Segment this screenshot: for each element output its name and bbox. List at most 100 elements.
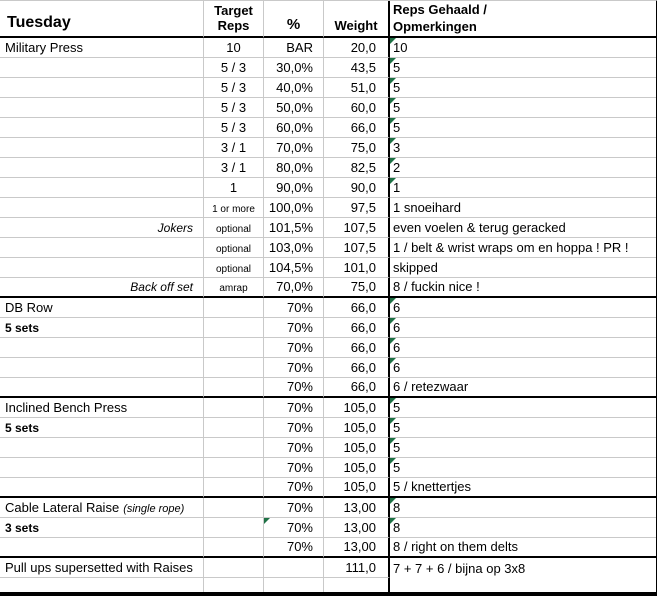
cell-reps-comments[interactable]: 5 / knettertjes xyxy=(390,478,656,498)
cell-weight[interactable]: 105,0 xyxy=(324,438,390,458)
cell-weight[interactable]: 97,5 xyxy=(324,198,390,218)
cell-percent[interactable]: 70% xyxy=(264,438,324,458)
cell-reps-comments[interactable]: 8 xyxy=(390,518,656,538)
header-percent-cell[interactable]: % xyxy=(264,1,324,38)
cell-target-reps[interactable]: optional xyxy=(204,218,264,238)
cell-exercise[interactable]: Back off set xyxy=(0,278,204,298)
cell-percent[interactable] xyxy=(264,558,324,578)
cell-percent[interactable]: 70% xyxy=(264,378,324,398)
cell-weight[interactable]: 13,00 xyxy=(324,498,390,518)
cell-target-reps[interactable]: amrap xyxy=(204,278,264,298)
cell-target-reps[interactable] xyxy=(204,558,264,578)
cell-target-reps[interactable]: 3 / 1 xyxy=(204,138,264,158)
cell-reps-comments[interactable]: skipped xyxy=(390,258,656,278)
cell-weight[interactable]: 107,5 xyxy=(324,238,390,258)
cell-percent[interactable]: 70% xyxy=(264,498,324,518)
cell-weight[interactable]: 107,5 xyxy=(324,218,390,238)
cell-percent[interactable]: 70% xyxy=(264,398,324,418)
cell-reps-comments[interactable]: 5 xyxy=(390,438,656,458)
cell-percent[interactable]: 70% xyxy=(264,318,324,338)
cell-exercise[interactable] xyxy=(0,358,204,378)
cell-exercise[interactable]: Inclined Bench Press xyxy=(0,398,204,418)
header-target-reps-cell[interactable]: Target Reps xyxy=(204,1,264,38)
header-weight-cell[interactable]: Weight xyxy=(324,1,390,38)
cell-reps-comments[interactable]: 1 / belt & wrist wraps om en hoppa ! PR … xyxy=(390,238,656,258)
cell-weight[interactable]: 101,0 xyxy=(324,258,390,278)
cell-target-reps[interactable] xyxy=(204,438,264,458)
cell-percent[interactable]: 40,0% xyxy=(264,78,324,98)
cell-exercise[interactable] xyxy=(0,118,204,138)
cell-weight[interactable]: 66,0 xyxy=(324,118,390,138)
cell-target-reps[interactable] xyxy=(204,538,264,558)
cell-percent[interactable]: 60,0% xyxy=(264,118,324,138)
cell-reps-comments[interactable]: 5 xyxy=(390,418,656,438)
cell-exercise[interactable] xyxy=(0,438,204,458)
cell-reps-comments[interactable]: 5 xyxy=(390,398,656,418)
cell-percent[interactable]: 90,0% xyxy=(264,178,324,198)
cell-percent[interactable] xyxy=(264,578,324,592)
cell-target-reps[interactable]: 5 / 3 xyxy=(204,58,264,78)
cell-exercise[interactable] xyxy=(0,538,204,558)
cell-exercise[interactable] xyxy=(0,378,204,398)
cell-weight[interactable]: 66,0 xyxy=(324,338,390,358)
cell-percent[interactable]: 70,0% xyxy=(264,278,324,298)
cell-reps-comments[interactable]: 8 xyxy=(390,498,656,518)
cell-reps-comments[interactable]: 5 xyxy=(390,98,656,118)
cell-target-reps[interactable]: 10 xyxy=(204,38,264,58)
cell-target-reps[interactable] xyxy=(204,378,264,398)
cell-exercise[interactable] xyxy=(0,478,204,498)
cell-target-reps[interactable] xyxy=(204,298,264,318)
cell-exercise[interactable] xyxy=(0,58,204,78)
cell-target-reps[interactable]: 1 xyxy=(204,178,264,198)
cell-weight[interactable]: 66,0 xyxy=(324,318,390,338)
cell-target-reps[interactable]: optional xyxy=(204,258,264,278)
cell-reps-comments[interactable]: 5 xyxy=(390,118,656,138)
cell-reps-comments[interactable]: 6 xyxy=(390,358,656,378)
cell-weight[interactable]: 105,0 xyxy=(324,418,390,438)
cell-weight[interactable]: 60,0 xyxy=(324,98,390,118)
cell-weight[interactable]: 90,0 xyxy=(324,178,390,198)
cell-percent[interactable]: 70% xyxy=(264,358,324,378)
cell-exercise[interactable] xyxy=(0,458,204,478)
cell-reps-comments[interactable]: 6 xyxy=(390,298,656,318)
cell-exercise[interactable] xyxy=(0,338,204,358)
cell-target-reps[interactable] xyxy=(204,518,264,538)
cell-target-reps[interactable] xyxy=(204,318,264,338)
cell-weight[interactable]: 66,0 xyxy=(324,358,390,378)
cell-percent[interactable]: 70,0% xyxy=(264,138,324,158)
cell-exercise[interactable]: 5 sets xyxy=(0,318,204,338)
cell-target-reps[interactable] xyxy=(204,338,264,358)
cell-target-reps[interactable]: 1 or more xyxy=(204,198,264,218)
cell-exercise[interactable]: 3 sets xyxy=(0,518,204,538)
cell-target-reps[interactable] xyxy=(204,458,264,478)
cell-percent[interactable]: 80,0% xyxy=(264,158,324,178)
cell-weight[interactable] xyxy=(324,578,390,592)
cell-weight[interactable]: 66,0 xyxy=(324,298,390,318)
cell-weight[interactable]: 13,00 xyxy=(324,538,390,558)
cell-reps-comments[interactable]: 3 xyxy=(390,138,656,158)
cell-reps-comments[interactable]: 8 / right on them delts xyxy=(390,538,656,558)
cell-reps-comments[interactable]: 1 snoeihard xyxy=(390,198,656,218)
cell-percent[interactable]: 104,5% xyxy=(264,258,324,278)
cell-target-reps[interactable] xyxy=(204,498,264,518)
cell-percent[interactable]: 70% xyxy=(264,538,324,558)
cell-percent[interactable]: 30,0% xyxy=(264,58,324,78)
cell-percent[interactable]: BAR xyxy=(264,38,324,58)
cell-reps-comments[interactable]: 8 / fuckin nice ! xyxy=(390,278,656,298)
cell-weight[interactable]: 105,0 xyxy=(324,458,390,478)
cell-percent[interactable]: 70% xyxy=(264,338,324,358)
cell-exercise[interactable] xyxy=(0,78,204,98)
cell-reps-comments[interactable]: 2 xyxy=(390,158,656,178)
cell-reps-comments[interactable]: 5 xyxy=(390,58,656,78)
cell-target-reps[interactable]: 5 / 3 xyxy=(204,78,264,98)
cell-target-reps[interactable] xyxy=(204,398,264,418)
cell-exercise[interactable] xyxy=(0,198,204,218)
cell-target-reps[interactable] xyxy=(204,358,264,378)
cell-reps-comments[interactable]: 6 / retezwaar xyxy=(390,378,656,398)
cell-exercise[interactable]: Military Press xyxy=(0,38,204,58)
cell-weight[interactable]: 105,0 xyxy=(324,478,390,498)
cell-percent[interactable]: 100,0% xyxy=(264,198,324,218)
cell-weight[interactable]: 111,0 xyxy=(324,558,390,578)
cell-percent[interactable]: 70% xyxy=(264,458,324,478)
cell-percent[interactable]: 103,0% xyxy=(264,238,324,258)
